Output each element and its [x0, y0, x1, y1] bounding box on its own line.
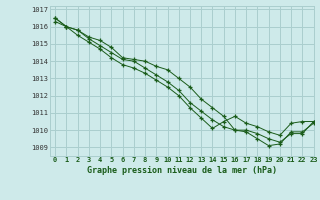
X-axis label: Graphe pression niveau de la mer (hPa): Graphe pression niveau de la mer (hPa): [87, 166, 276, 175]
